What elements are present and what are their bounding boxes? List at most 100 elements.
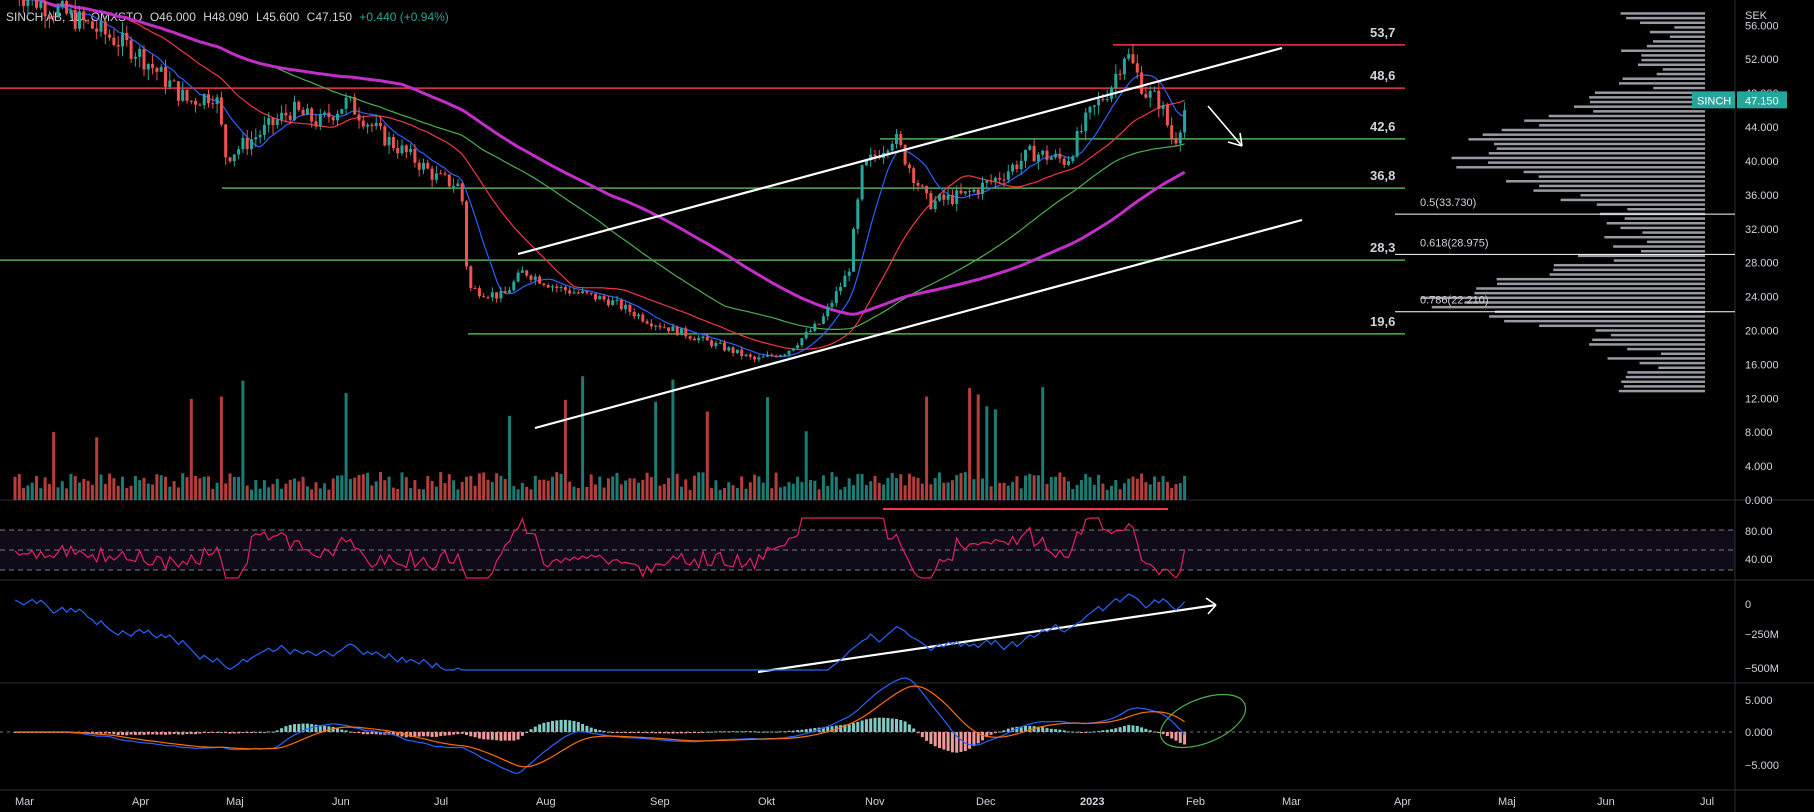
candle-body [267, 117, 271, 125]
macd-histogram-bar [211, 732, 215, 733]
macd-histogram-bar [860, 720, 864, 732]
candle-body [245, 138, 249, 150]
candle-body [989, 180, 993, 182]
macd-histogram-bar [748, 731, 752, 733]
volume-profile-bar [1560, 198, 1705, 202]
volume-bar [69, 474, 73, 500]
candle-body [280, 112, 284, 120]
volume-bar [133, 476, 137, 500]
candle-body [1054, 153, 1058, 158]
candle-body [912, 168, 916, 184]
volume-bar [735, 488, 739, 500]
candle-body [129, 40, 133, 59]
volume-bar [852, 485, 855, 500]
drawings[interactable] [517, 46, 1303, 758]
macd-histogram-bar [151, 732, 155, 735]
volume-bar [1118, 489, 1122, 500]
macd-histogram-bar [538, 724, 542, 732]
macd-histogram-bar [735, 731, 739, 733]
volume-bar [181, 473, 185, 500]
candle-body [43, 1, 47, 17]
macd-histogram-bar [877, 717, 881, 732]
volume-profile-bar [1627, 208, 1705, 211]
candle-body [404, 145, 408, 153]
volume-profile-bar [1596, 203, 1705, 206]
level-label: 53,7 [1370, 25, 1395, 40]
macd-histogram-bar [757, 731, 761, 733]
macd-histogram-bar [400, 732, 404, 737]
candle-body [348, 96, 352, 98]
volume-bar [826, 485, 830, 500]
volume-profile-bar [1501, 128, 1705, 132]
volume-bar [39, 488, 43, 500]
macd-histogram-bar [1157, 732, 1161, 733]
candle-body [654, 325, 658, 327]
volume-bar [839, 489, 843, 500]
candle-body [847, 271, 851, 276]
macd-histogram-bar [791, 730, 795, 732]
volume-profile-bar [1589, 96, 1705, 99]
macd-histogram-bar [856, 721, 860, 732]
candle-body [293, 101, 296, 120]
macd-histogram-bar [718, 731, 722, 733]
obv-axis-label: −250M [1745, 629, 1779, 641]
macd-histogram-bar [314, 724, 318, 732]
volume-bar [512, 486, 516, 500]
volume-bar [434, 486, 438, 500]
volume-profile-bar [1578, 254, 1705, 258]
macd-axis-label: −5.000 [1745, 760, 1779, 772]
volume-bar [972, 479, 976, 500]
candle-body [1049, 157, 1053, 160]
macd-histogram-bar [460, 732, 464, 734]
candle-body [353, 96, 357, 115]
candle-body [121, 32, 124, 47]
candle-body [826, 306, 830, 317]
macd-histogram-bar [370, 732, 374, 735]
candle-body [920, 185, 924, 187]
volume-profile-bar [1533, 189, 1705, 192]
volume-profile-bar [1641, 58, 1705, 62]
candle-body [116, 44, 120, 47]
macd-histogram-bar [499, 732, 503, 741]
volume-bar [422, 489, 425, 500]
macd-line [15, 677, 1186, 774]
volume-bar [35, 475, 38, 500]
macd-histogram-bar [1127, 724, 1131, 732]
volume-bar [250, 489, 253, 500]
volume-bar [1075, 484, 1079, 500]
volume-profile-bar [1464, 301, 1705, 304]
macd-histogram-bar [546, 722, 550, 732]
volume-bar [353, 477, 357, 500]
candle-body [1178, 132, 1182, 144]
candle-body [95, 28, 99, 32]
volume-bar [387, 476, 391, 500]
candle-body [379, 123, 382, 127]
candle-body [142, 49, 146, 70]
candle-body [1024, 149, 1027, 161]
macd-histogram-bar [189, 732, 193, 735]
candle-body [1036, 154, 1040, 162]
candle-body [950, 194, 954, 205]
macd-histogram-bar [1118, 727, 1122, 732]
candle-body [499, 291, 503, 299]
volume-profile-bar [1580, 194, 1705, 197]
macd-histogram-bar [783, 731, 787, 733]
price-tick-label: 12.000 [1745, 393, 1779, 405]
volume-bar [804, 431, 808, 500]
macd-histogram-bar [482, 732, 486, 740]
macd-histogram-bar [864, 719, 868, 732]
candle-body [697, 338, 701, 341]
volume-bar [890, 472, 894, 500]
volume-bar [56, 487, 60, 500]
volume-bar [907, 473, 911, 500]
candle-body [839, 286, 843, 292]
candle-body [473, 288, 477, 290]
macd-histogram-bar [1036, 726, 1040, 732]
volume-bar [275, 478, 279, 500]
macd-histogram-bar [108, 732, 112, 734]
macd-histogram-bar [443, 732, 447, 736]
macd-histogram-bar [869, 718, 873, 732]
volume-profile-bar [1539, 324, 1705, 328]
volume-bar [1002, 482, 1006, 500]
